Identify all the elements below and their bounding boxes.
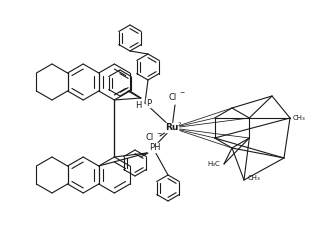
Text: CH₃: CH₃ [293,115,306,121]
Text: P: P [147,98,152,107]
Text: −: − [156,130,162,135]
Text: Cl: Cl [169,93,177,101]
Text: Ru: Ru [165,124,179,132]
Text: Cl: Cl [146,133,154,143]
Text: H: H [135,101,141,111]
Text: H₃C: H₃C [207,161,220,167]
Text: −: − [179,90,185,94]
Text: 2: 2 [177,122,181,126]
Text: CH₃: CH₃ [248,175,261,181]
Text: PH: PH [149,144,161,153]
